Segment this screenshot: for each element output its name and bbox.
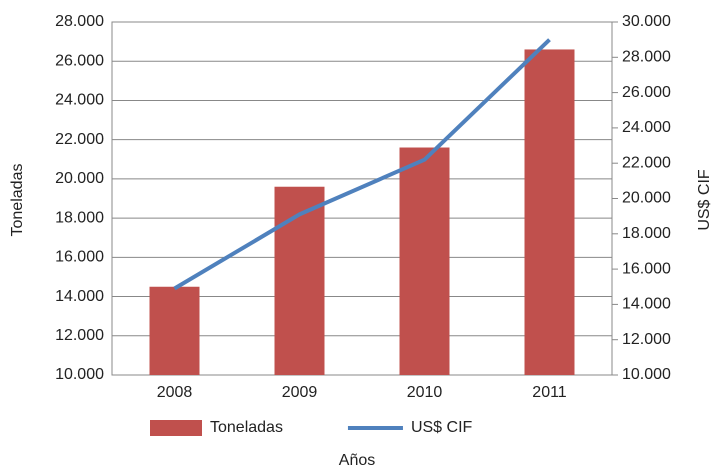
y2-tick-label: 22.000 [622,154,671,171]
y2-tick-label: 30.000 [622,13,671,30]
y-tick-label: 28.000 [55,13,104,30]
y-tick-label: 14.000 [55,288,104,305]
y-tick-label: 20.000 [55,170,104,187]
x-tick-label: 2010 [407,384,443,401]
legend-label: US$ CIF [411,419,473,436]
y2-tick-label: 16.000 [622,260,671,277]
bar [524,49,575,375]
y-tick-label: 18.000 [55,209,104,226]
y2-tick-label: 26.000 [622,84,671,101]
x-tick-label: 2011 [532,384,567,401]
y2-axis-title: US$ CIF [696,169,713,231]
legend-swatch [150,420,202,436]
y2-tick-label: 18.000 [622,225,671,242]
y-tick-label: 12.000 [55,327,104,344]
y2-tick-label: 28.000 [622,49,671,66]
legend-label: Toneladas [210,419,283,436]
y2-tick-label: 12.000 [622,331,671,348]
plot-border [111,21,613,376]
x-tick-label: 2009 [282,384,318,401]
y-tick-label: 24.000 [55,92,104,109]
y2-tick-label: 14.000 [622,296,671,313]
x-axis-title: Años [339,452,375,468]
bar [399,147,450,375]
y2-tick-label: 20.000 [622,190,671,207]
x-tick-label: 2008 [157,384,193,401]
y-tick-label: 26.000 [55,52,104,69]
y-axis-title: Toneladas [9,164,26,237]
line [173,38,551,291]
y-tick-label: 22.000 [55,131,104,148]
y2-tick-label: 10.000 [622,366,671,383]
y2-tick-label: 24.000 [622,119,671,136]
y-tick-label: 10.000 [55,366,104,383]
bar [274,186,325,375]
bar [149,286,200,375]
y-tick-label: 16.000 [55,249,104,266]
